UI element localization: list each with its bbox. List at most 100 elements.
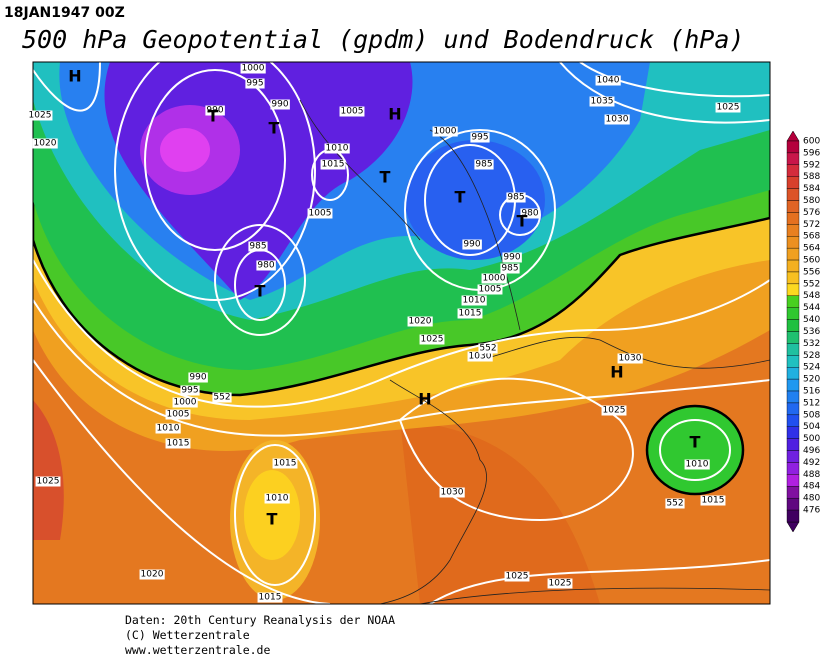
colorbar-label: 556 [803,267,820,277]
isobar-label: 1025 [603,406,626,416]
colorbar-swatch [786,474,800,487]
isobar-label: 1025 [549,579,572,589]
label-bg [245,78,265,89]
isobar-label: 1015 [274,459,297,469]
label-bg [35,476,61,487]
isobar-label: 990 [189,373,206,383]
colorbar-label: 580 [803,196,820,206]
colorbar-swatch [786,414,800,427]
timestamp: 18JAN1947 00Z [4,5,125,21]
label-bg [270,99,290,110]
colorbar-swatch [786,438,800,451]
label-bg [324,143,350,154]
colorbar-label: 540 [803,315,820,325]
isobar-label: 980 [521,209,538,219]
colorbar-swatch [786,212,800,225]
colorbar-label: 480 [803,494,820,504]
label-bg [165,438,191,449]
colorbar-swatch [786,283,800,296]
isobar-label: 1005 [341,107,364,117]
label-bg [506,192,526,203]
label-bg [256,260,276,271]
footer: Daten: 20th Century Reanalysis der NOAA(… [125,613,395,657]
isobar-label: 1030 [469,352,492,362]
colorbar-label: 568 [803,232,820,242]
colorbar-swatch [786,247,800,261]
colorbar-swatch [786,200,800,213]
colorbar-label: 548 [803,291,820,301]
isobar-label: 1010 [157,424,180,434]
pressure-center: T [208,107,219,126]
isobar-label: 1000 [434,127,457,137]
colorbar-swatch [786,236,800,249]
isobar-label: 1000 [174,398,197,408]
isobar-label: 1010 [326,144,349,154]
label-bg [504,571,530,582]
isobar-label: 980 [257,261,274,271]
footer-line: www.wetterzentrale.de [125,643,270,657]
isobar-label: 1010 [266,494,289,504]
isobar-label: 1010 [463,296,486,306]
pressure-center: T [269,119,280,138]
isobar-label: 1025 [29,111,52,121]
isobar-label: 1025 [717,103,740,113]
colorbar-label: 552 [803,279,820,289]
isobar-label: 985 [249,242,266,252]
label-bg [601,405,627,416]
label-bg [715,102,741,113]
isobar-label: 1020 [34,139,57,149]
colorbar-swatch [786,331,800,344]
label-bg [595,75,621,86]
isobar-label: 985 [475,160,492,170]
isobar-label: 1030 [606,115,629,125]
label-bg [502,252,522,263]
colorbar-swatch [786,462,800,475]
isobar-label: 1015 [167,439,190,449]
colorbar-label: 572 [803,220,820,230]
label-bg [248,241,268,252]
colorbar-swatch [786,176,800,189]
isobar-label: 1005 [479,285,502,295]
colorbar-label: 560 [803,256,820,266]
colorbar-label: 600 [803,136,820,146]
label-bg [589,96,615,107]
colorbar-swatch [786,402,800,416]
label-bg [139,569,165,580]
label-bg [240,63,266,74]
colorbar-label: 544 [803,303,820,313]
colorbar-label: 516 [803,386,820,396]
isobar-label: 990 [271,100,288,110]
colorbar-label: 492 [803,458,820,468]
colorbar-swatch [786,497,800,511]
isobar-label: 1025 [37,477,60,487]
colorbar-swatch [786,259,800,273]
colorbar-label: 524 [803,363,820,373]
colorbar-label: 484 [803,482,820,492]
label-bg [264,493,290,504]
isobar-label: 990 [503,253,520,263]
label-bg [617,353,643,364]
label-bg [481,273,507,284]
label-bg [500,263,520,274]
colorbar-swatch [786,152,800,166]
pressure-center: T [690,433,701,452]
label-bg [457,308,483,319]
colorbar-swatch [786,188,800,201]
pressure-center: H [610,363,623,382]
isobar-label: 1000 [242,64,265,74]
colorbar-label: 500 [803,434,820,444]
pressure-center: T [455,188,466,207]
pressure-center: T [267,510,278,529]
title: 500 hPa Geopotential (gpdm) und Bodendru… [22,25,744,54]
label-bg [320,159,346,170]
colorbar-label: 488 [803,470,820,480]
label-bg [477,284,503,295]
isobar-label: 1000 [483,274,506,284]
label-bg [547,578,573,589]
label-bg [180,385,200,396]
label-bg [604,114,630,125]
isobar-label: 1015 [322,160,345,170]
colorbar-swatch [786,319,800,332]
